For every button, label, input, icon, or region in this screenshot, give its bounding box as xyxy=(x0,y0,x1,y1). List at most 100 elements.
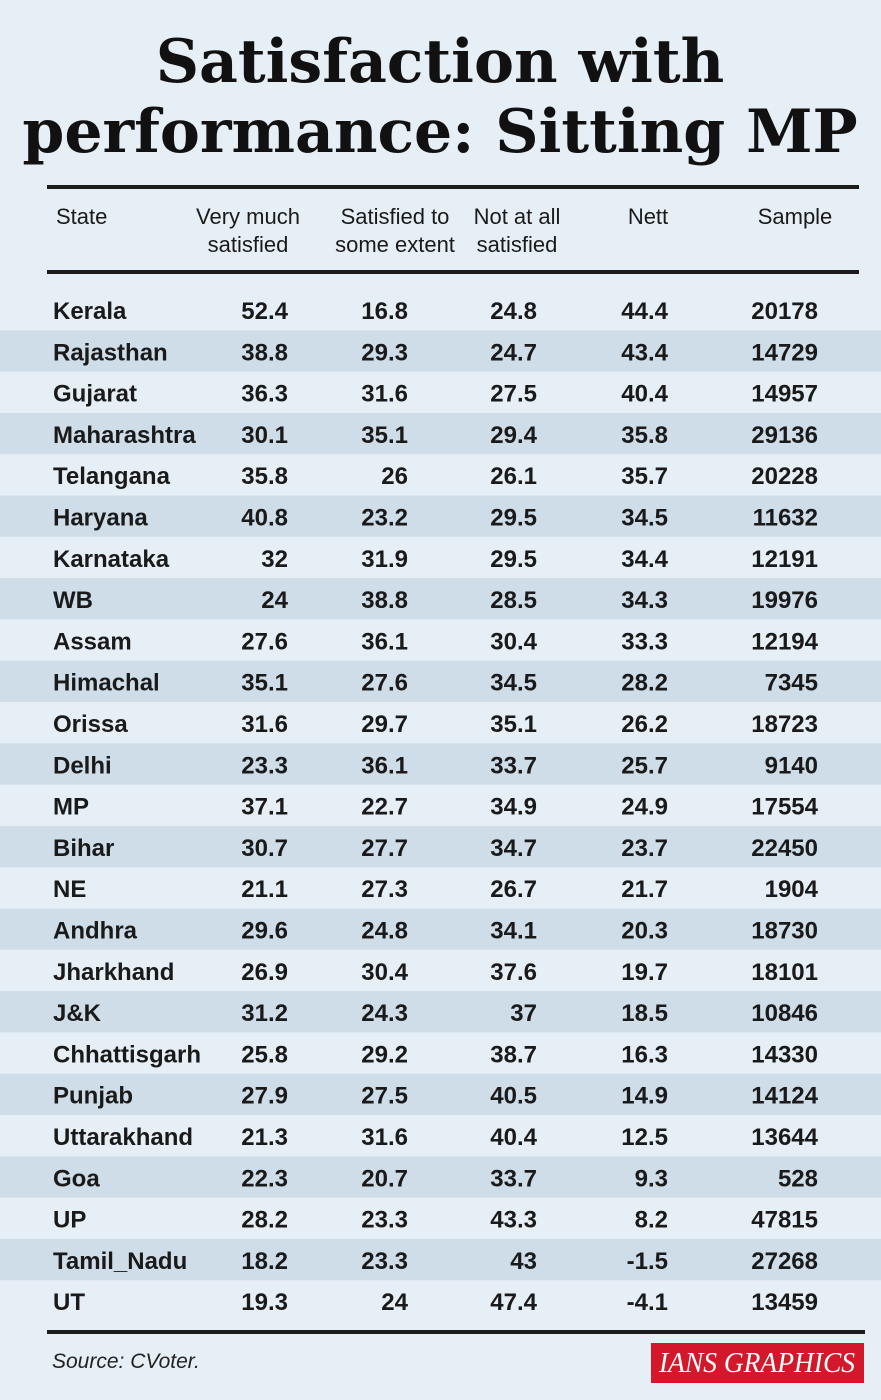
header-rule xyxy=(47,270,859,274)
table-row: Maharashtra 30.1 35.1 29.4 35.8 29136 xyxy=(53,422,818,449)
table-cell: 13459 xyxy=(751,1289,818,1316)
table-cell: 38.8 xyxy=(361,587,408,614)
table-row: UT 19.3 24 47.4 -4.1 13459 xyxy=(53,1289,818,1316)
table-cell: 16.8 xyxy=(361,298,408,325)
table-cell: 37.1 xyxy=(241,794,288,821)
table-cell: 31.2 xyxy=(241,1000,288,1027)
table-cell: 9.3 xyxy=(635,1165,668,1192)
table-cell: 13644 xyxy=(751,1124,818,1151)
table-cell: 29136 xyxy=(751,422,818,449)
row-stripe xyxy=(0,495,881,537)
table-cell: 34.9 xyxy=(490,794,537,821)
table-row: Tamil_Nadu 18.2 23.3 43 -1.5 27268 xyxy=(53,1248,818,1275)
table-row: Punjab 27.9 27.5 40.5 14.9 14124 xyxy=(53,1083,819,1110)
column-header: satisfied xyxy=(477,232,558,257)
table-row: MP 37.1 22.7 34.9 24.9 17554 xyxy=(53,794,819,821)
row-stripe xyxy=(0,660,881,702)
table-cell: 19976 xyxy=(751,587,818,614)
table-cell: 34.5 xyxy=(621,505,668,532)
row-stripe xyxy=(0,991,881,1033)
row-stripe xyxy=(0,412,881,455)
table-cell: 20.7 xyxy=(361,1165,408,1192)
state-name: Telangana xyxy=(53,463,171,490)
table-cell: 31.6 xyxy=(361,381,408,408)
state-name: UP xyxy=(53,1207,86,1234)
table-cell: 26.9 xyxy=(241,959,288,986)
table-cell: 23.3 xyxy=(241,752,288,779)
column-headers: State Very much satisfied Satisfied to some … xyxy=(56,204,832,257)
table-cell: 35.8 xyxy=(241,463,288,490)
table-row: Kerala 52.4 16.8 24.8 44.4 20178 xyxy=(53,298,818,325)
table-cell: 29.5 xyxy=(490,546,537,573)
table-row: Karnataka 32 31.9 29.5 34.4 12191 xyxy=(53,546,818,573)
table-cell: 26.1 xyxy=(490,463,537,490)
table-row: Goa 22.3 20.7 33.7 9.3 528 xyxy=(53,1165,818,1192)
state-name: MP xyxy=(53,794,89,821)
table-cell: 17554 xyxy=(751,794,818,821)
table-cell: 18730 xyxy=(751,918,818,945)
table-cell: 33.7 xyxy=(490,752,537,779)
table-cell: 26 xyxy=(381,463,408,490)
table-cell: 34.3 xyxy=(621,587,668,614)
table-row: Rajasthan 38.8 29.3 24.7 43.4 14729 xyxy=(53,339,818,366)
table-cell: -4.1 xyxy=(627,1289,668,1316)
column-header: Nett xyxy=(628,204,668,229)
table-cell: 27.5 xyxy=(490,381,537,408)
table-cell: 37 xyxy=(510,1000,537,1027)
table-cell: 21.7 xyxy=(621,876,668,903)
table-cell: 26.7 xyxy=(490,876,537,903)
table-cell: 12.5 xyxy=(621,1124,668,1151)
table-cell: 26.2 xyxy=(621,711,668,738)
column-header: Very much xyxy=(196,204,300,229)
table-cell: 24.7 xyxy=(490,339,537,366)
column-header: Not at all xyxy=(474,204,561,229)
table-cell: 28.2 xyxy=(241,1207,288,1234)
table-cell: 32 xyxy=(261,546,288,573)
table-cell: 22.7 xyxy=(361,794,408,821)
table-cell: 40.4 xyxy=(490,1124,537,1151)
table-row: Telangana 35.8 26 26.1 35.7 20228 xyxy=(53,463,818,490)
table-cell: 30.1 xyxy=(241,422,288,449)
credit-badge: IANS GRAPHICS xyxy=(651,1343,864,1383)
table-cell: 24.8 xyxy=(361,918,408,945)
table-cell: 23.3 xyxy=(361,1248,408,1275)
table-cell: 29.7 xyxy=(361,711,408,738)
table-cell: 8.2 xyxy=(635,1207,668,1234)
column-header: Satisfied to xyxy=(341,204,450,229)
table-cell: 9140 xyxy=(765,752,818,779)
table-cell: 23.7 xyxy=(621,835,668,862)
column-header: some extent xyxy=(335,232,455,257)
top-rule xyxy=(47,185,859,189)
table-cell: 27.9 xyxy=(241,1083,288,1110)
table-row: Haryana 40.8 23.2 29.5 34.5 11632 xyxy=(53,505,818,532)
table-cell: 40.8 xyxy=(241,505,288,532)
table-cell: 24.8 xyxy=(490,298,537,325)
table-cell: 11632 xyxy=(753,505,818,532)
table-row: UP 28.2 23.3 43.3 8.2 47815 xyxy=(53,1207,818,1234)
state-name: Kerala xyxy=(53,298,127,325)
table-cell: 35.1 xyxy=(490,711,537,738)
table-cell: 35.1 xyxy=(241,670,288,697)
table-cell: 21.3 xyxy=(241,1124,288,1151)
table-cell: 16.3 xyxy=(621,1041,668,1068)
table-cell: 43.4 xyxy=(621,339,668,366)
table-cell: 29.6 xyxy=(241,918,288,945)
table-cell: 24 xyxy=(261,587,288,614)
table-cell: 18.2 xyxy=(241,1248,288,1275)
table-cell: 29.5 xyxy=(490,505,537,532)
table-cell: 18723 xyxy=(751,711,818,738)
table-body: Kerala 52.4 16.8 24.8 44.4 20178 Rajasthan 38.8… xyxy=(53,298,819,1316)
table-cell: 21.1 xyxy=(241,876,288,903)
table-cell: 14124 xyxy=(751,1083,818,1110)
table-cell: 44.4 xyxy=(621,298,668,325)
table-cell: 7345 xyxy=(765,670,818,697)
state-name: Himachal xyxy=(53,670,160,697)
table-cell: 30.4 xyxy=(361,959,408,986)
table-cell: 47.4 xyxy=(490,1289,537,1316)
table-cell: 14957 xyxy=(751,381,818,408)
table-row: Delhi 23.3 36.1 33.7 25.7 9140 xyxy=(53,752,818,779)
credit-badge-background xyxy=(651,1343,864,1383)
table-row: Gujarat 36.3 31.6 27.5 40.4 14957 xyxy=(53,381,818,408)
credit-badge-label: IANS GRAPHICS xyxy=(658,1348,855,1379)
